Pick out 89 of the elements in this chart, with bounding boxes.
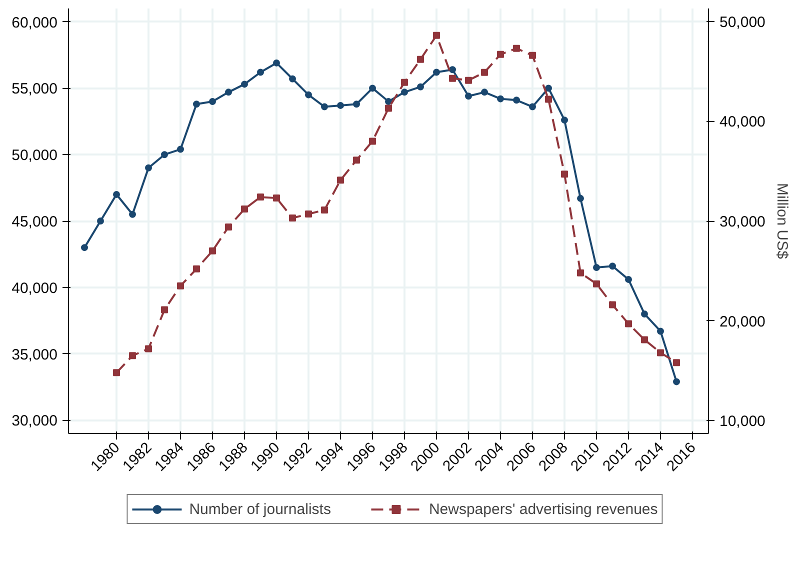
point [449,74,456,82]
point [177,146,184,153]
point [529,52,536,59]
point [353,156,360,164]
point [385,104,392,112]
y-tick-label: 35,000 [12,346,58,364]
point [241,206,248,213]
point [513,44,520,52]
point [433,32,440,39]
y2-tick-label: 40,000 [720,114,766,131]
point [609,301,616,308]
point [641,310,648,318]
point [481,88,488,96]
y2-tick-label: 50,000 [720,14,766,31]
y-tick-label: 55,000 [12,80,58,98]
point [401,88,408,96]
point [465,92,472,100]
point [337,102,344,109]
point [273,194,280,202]
point [577,194,584,202]
point [385,98,392,105]
y-tick-label: 60,000 [12,14,58,32]
point [673,378,680,386]
point [545,96,552,103]
point [273,59,280,66]
legend-label: Newspapers' advertising revenues [428,500,658,518]
y-tick-label: 40,000 [12,280,58,297]
point [289,214,296,222]
point [481,68,488,76]
point [529,103,536,110]
point [657,328,664,335]
point [369,138,376,145]
point [161,306,168,314]
point [289,75,296,82]
point [305,91,312,98]
point [321,206,328,214]
point [497,95,504,102]
point [449,66,456,74]
y-tick-label: 50,000 [12,147,58,164]
point [257,68,264,76]
point [417,83,424,90]
point [561,170,568,178]
point [225,223,232,230]
point [577,269,584,276]
point [561,116,568,124]
point [209,247,216,254]
point [433,68,440,76]
point [353,100,360,108]
point [241,80,248,88]
y2-tick-label: 30,000 [720,214,766,230]
point [337,176,344,184]
point [161,151,168,158]
point [625,320,632,328]
point [417,56,424,63]
point [609,262,616,270]
point [177,282,184,290]
y2-axis-title: Million US$ [773,183,790,260]
point [625,276,632,283]
point [321,103,328,110]
point [81,244,88,252]
point [401,78,408,86]
point [145,345,152,352]
point [113,190,120,198]
point [673,359,680,366]
y-tick-label: 30,000 [12,412,58,430]
point [545,84,552,92]
point [641,336,648,344]
point [593,280,600,288]
point [657,349,664,356]
point [193,100,200,108]
point [113,369,120,376]
point [129,210,136,218]
point [193,265,200,272]
y2-tick-label: 20,000 [720,313,766,330]
point [129,352,136,360]
point [465,76,472,84]
y-tick-label: 45,000 [12,214,58,230]
point [513,96,520,104]
point [593,264,600,271]
point [369,84,376,92]
y2-tick-label: 10,000 [720,413,766,430]
point [257,194,264,201]
legend-label: Number of journalists [189,500,331,518]
point [305,210,312,218]
point [97,218,104,224]
point [209,98,216,105]
point [497,50,504,58]
point [145,164,152,172]
point [225,88,232,96]
